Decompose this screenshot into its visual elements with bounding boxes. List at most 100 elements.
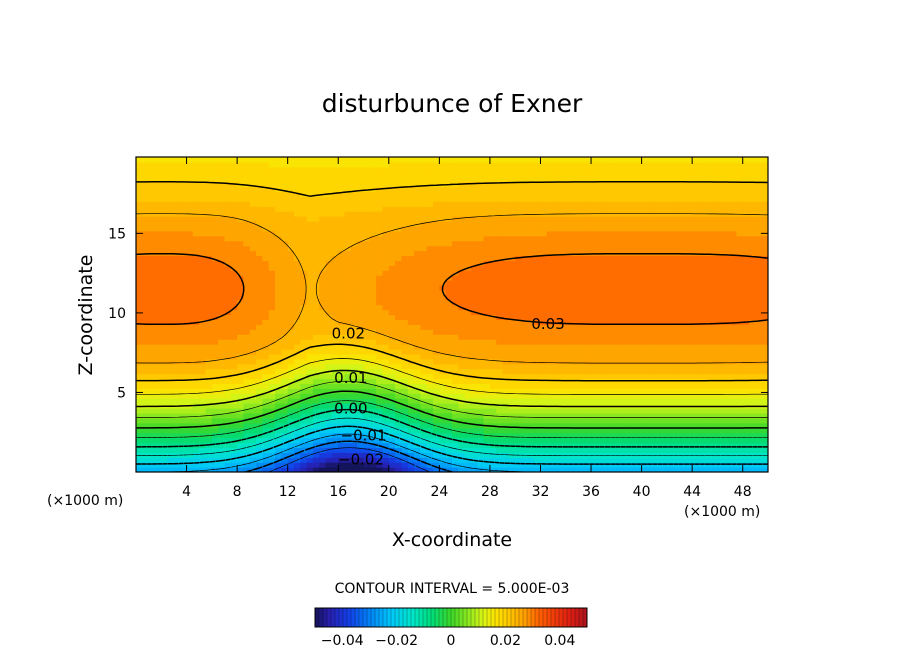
field-cell	[300, 260, 308, 266]
field-cell	[515, 363, 523, 370]
field-cell	[591, 206, 598, 212]
field-cell	[395, 432, 403, 439]
field-cell	[470, 294, 478, 301]
field-cell	[477, 206, 485, 212]
field-cell	[357, 329, 365, 335]
field-cell	[572, 393, 579, 399]
field-cell	[218, 348, 226, 355]
field-cell	[515, 319, 523, 325]
field-cell	[464, 304, 472, 311]
field-cell	[433, 275, 440, 281]
field-cell	[325, 265, 333, 271]
field-cell	[572, 166, 579, 173]
field-cell	[597, 427, 605, 434]
field-cell	[414, 260, 421, 266]
field-cell	[344, 324, 352, 330]
field-cell	[559, 373, 567, 380]
field-cell	[331, 225, 339, 232]
field-cell	[161, 353, 169, 360]
field-cell	[199, 329, 207, 335]
field-cell	[572, 245, 579, 252]
field-cell	[230, 383, 238, 389]
field-cell	[243, 225, 251, 232]
field-cell	[312, 196, 320, 202]
field-cell	[597, 216, 605, 222]
field-cell	[192, 417, 200, 424]
field-cell	[578, 245, 586, 252]
field-cell	[180, 373, 188, 380]
field-cell	[275, 452, 282, 458]
field-cell	[142, 373, 150, 380]
field-cell	[420, 314, 428, 321]
field-cell	[306, 442, 314, 448]
field-cell	[136, 368, 143, 375]
field-cell	[433, 358, 440, 365]
field-cell	[167, 220, 175, 227]
field-cell	[534, 442, 542, 448]
field-cell	[136, 363, 143, 370]
field-cell	[565, 304, 573, 311]
field-cell	[218, 166, 226, 173]
field-cell	[268, 225, 276, 232]
field-cell	[610, 393, 617, 399]
field-cell	[534, 329, 542, 335]
field-cell	[616, 284, 624, 291]
field-cell	[275, 348, 282, 355]
field-cell	[180, 230, 188, 237]
field-cell	[445, 191, 453, 197]
field-cell	[527, 427, 535, 434]
field-cell	[300, 220, 308, 227]
field-cell	[136, 284, 143, 291]
field-cell	[489, 157, 497, 163]
field-cell	[224, 230, 232, 237]
field-cell	[546, 275, 554, 281]
field-cell	[173, 373, 181, 380]
field-cell	[180, 432, 188, 439]
field-cell	[546, 294, 554, 301]
field-cell	[243, 427, 251, 434]
field-cell	[350, 275, 358, 281]
field-cell	[414, 240, 421, 247]
field-cell	[470, 304, 478, 311]
field-cell	[420, 240, 428, 247]
field-cell	[312, 166, 320, 173]
field-cell	[553, 196, 561, 202]
field-cell	[376, 314, 384, 321]
field-cell	[148, 412, 156, 419]
field-cell	[142, 265, 150, 271]
field-cell	[546, 270, 554, 276]
field-cell	[154, 255, 162, 261]
field-cell	[294, 166, 301, 173]
field-cell	[262, 452, 270, 458]
field-cell	[578, 358, 586, 365]
field-cell	[325, 324, 333, 330]
field-cell	[616, 245, 624, 252]
field-cell	[616, 157, 624, 163]
field-cell	[470, 166, 478, 173]
field-cell	[521, 344, 529, 350]
field-cell	[325, 216, 333, 222]
field-cell	[294, 235, 301, 242]
field-cell	[230, 216, 238, 222]
field-cell	[205, 260, 213, 266]
field-cell	[565, 265, 573, 271]
field-cell	[230, 393, 238, 399]
field-cell	[281, 437, 289, 444]
field-cell	[414, 324, 421, 330]
field-cell	[433, 294, 440, 301]
field-cell	[521, 442, 529, 448]
field-cell	[230, 378, 238, 385]
field-cell	[154, 447, 162, 453]
field-cell	[496, 270, 504, 276]
field-cell	[325, 206, 333, 212]
field-cell	[312, 339, 320, 345]
field-cell	[382, 432, 390, 439]
field-cell	[420, 255, 428, 261]
field-cell	[300, 255, 308, 261]
field-cell	[325, 280, 333, 286]
field-cell	[148, 225, 156, 232]
field-cell	[275, 265, 282, 271]
field-cell	[281, 216, 289, 222]
field-cell	[281, 176, 289, 183]
field-cell	[496, 353, 504, 360]
